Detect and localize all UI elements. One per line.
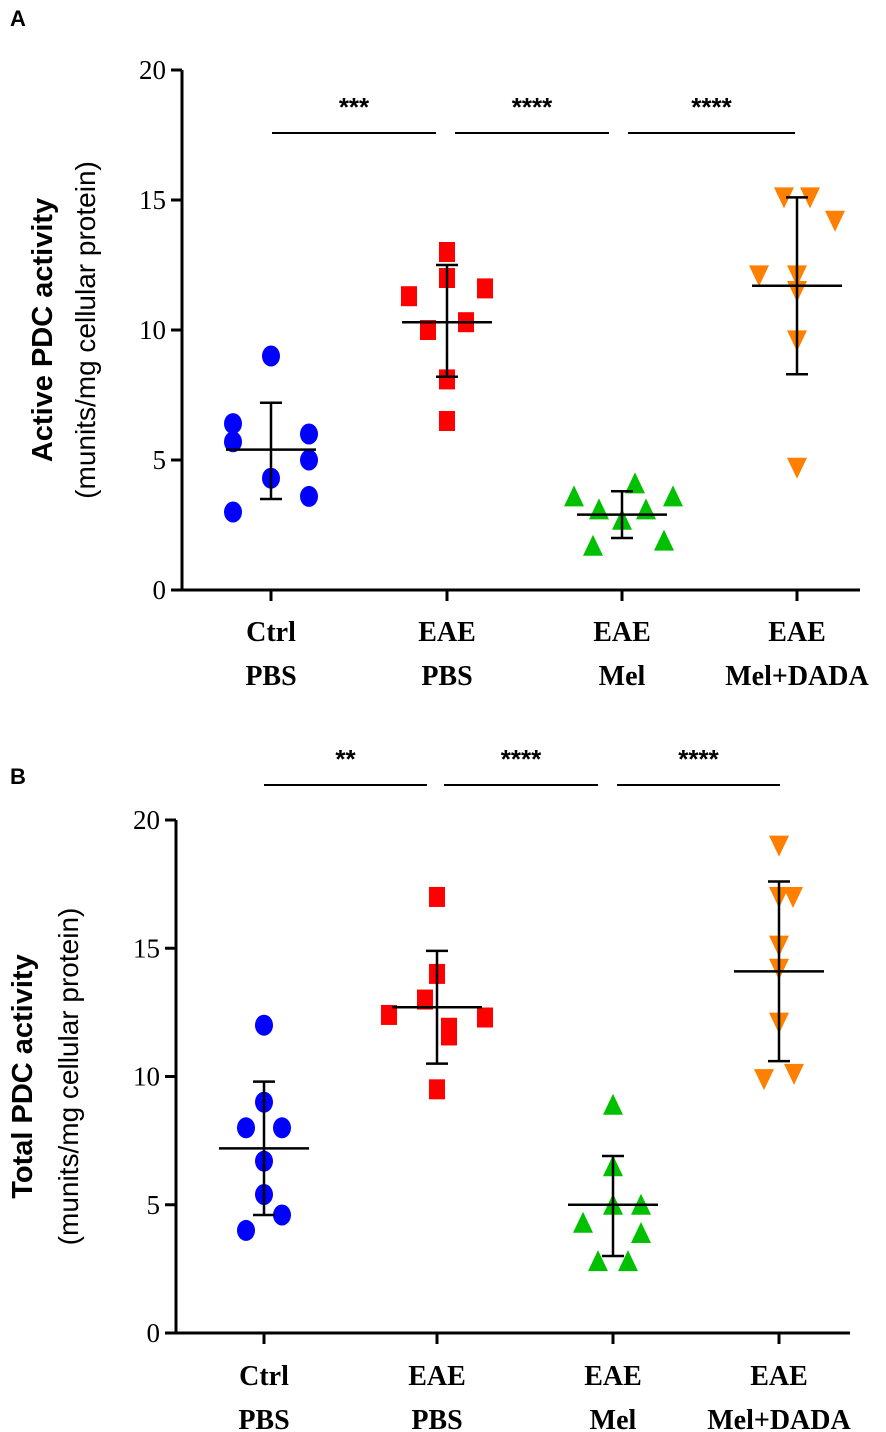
data-point-triangle [654,529,674,551]
series-eae-mel-dada [734,835,824,1091]
data-point-circle [224,431,242,453]
y-tick-label: 0 [147,1318,161,1348]
data-point-triangle [573,1211,593,1233]
data-point-square [439,411,455,431]
data-point-square [439,242,455,262]
x-tick-label: Mel+DADA [707,1405,851,1432]
y-tick-label: 0 [153,575,167,605]
data-point-circle [224,501,242,523]
data-point-triangle [583,534,603,556]
y-axis-label: Total PDC activity [7,954,39,1198]
data-point-square [429,1079,445,1100]
data-point-circle [273,1117,291,1139]
data-point-inverted-triangle [774,187,794,209]
y-tick-label: 20 [139,55,166,85]
data-point-square [420,320,436,340]
significance-label: *** [339,92,370,122]
data-point-triangle [636,498,656,520]
data-point-triangle [603,1093,623,1115]
y-axis-label: Active PDC activity [27,198,59,462]
x-tick-label: EAE [593,617,651,648]
data-point-inverted-triangle [784,1063,804,1085]
y-tick-label: 10 [139,315,166,345]
data-point-triangle [663,485,683,507]
panel-label: B [10,764,26,789]
data-point-inverted-triangle [783,886,803,908]
x-tick-label: PBS [238,1405,289,1432]
data-point-square [429,886,445,907]
significance-label: **** [691,92,732,122]
data-point-square [441,1025,457,1046]
y-tick-label: 5 [153,445,167,475]
data-point-circle [237,1117,255,1139]
data-point-inverted-triangle [749,265,769,287]
data-point-square [439,369,455,390]
data-point-square [401,286,417,307]
x-tick-label: EAE [408,1361,466,1392]
y-axis-title: Active PDC activity (munits/mg cellular p… [27,161,101,499]
x-tick-label: EAE [750,1361,808,1392]
data-point-square [477,278,493,299]
y-tick-label: 15 [139,185,166,215]
data-point-square [381,1004,397,1025]
data-point-triangle [564,485,584,507]
data-point-inverted-triangle [754,1069,774,1091]
y-tick-label: 20 [133,805,160,835]
x-tick-label: EAE [768,617,826,648]
x-tick-label: PBS [421,661,472,692]
y-axis-units: (munits/mg cellular protein) [53,908,84,1246]
significance-label: **** [678,744,719,774]
series-ctrl-pbs [224,345,318,523]
x-tick-label: PBS [411,1405,462,1432]
y-tick-label: 10 [133,1062,160,1092]
y-axis-units: (munits/mg cellular protein) [70,161,101,499]
y-tick-label: 5 [147,1190,161,1220]
significance-label: ** [335,744,356,774]
x-tick-label: Mel [590,1405,637,1432]
x-tick-label: Ctrl [246,617,296,648]
series-eae-mel [568,1093,658,1272]
data-point-inverted-triangle [787,457,807,479]
data-point-square [477,1007,493,1028]
x-tick-label: PBS [245,661,296,692]
data-point-circle [300,485,318,507]
series-eae-mel-dada [749,187,845,479]
x-tick-label: Mel [599,661,646,692]
data-point-triangle [618,1250,638,1272]
x-tick-label: EAE [418,617,476,648]
x-tick-label: EAE [584,1361,642,1392]
significance-label: **** [501,744,542,774]
chart-panel-b: B 0 5 10 15 20 Total PDC activity (munits/mg ce… [7,744,852,1432]
data-point-triangle [625,472,645,494]
data-point-circle [255,1014,273,1036]
data-point-inverted-triangle [769,835,789,857]
series-eae-pbs [381,886,493,1100]
series-eae-mel [564,472,683,556]
data-point-circle [237,1219,255,1241]
data-point-inverted-triangle [825,210,845,232]
series-eae-pbs [401,242,493,431]
series-ctrl-pbs [219,1014,309,1241]
data-point-circle [224,413,242,435]
x-tick-label: Ctrl [239,1361,289,1392]
data-point-square [417,989,433,1010]
data-point-circle [262,345,280,367]
data-point-triangle [588,1250,608,1272]
y-tick-label: 15 [133,933,160,963]
data-point-inverted-triangle [800,187,820,209]
data-point-circle [273,1204,291,1226]
data-point-circle [300,449,318,471]
data-point-triangle [631,1221,651,1243]
x-tick-label: Mel+DADA [725,661,869,692]
data-point-circle [300,423,318,445]
data-point-triangle [589,498,609,520]
panel-label: A [10,6,26,31]
chart-panel-a: A 0 5 10 15 20 Active PDC activity (munits/mg c… [10,6,870,692]
y-axis-title: Total PDC activity (munits/mg cellular pr… [7,908,84,1246]
significance-label: **** [512,92,553,122]
